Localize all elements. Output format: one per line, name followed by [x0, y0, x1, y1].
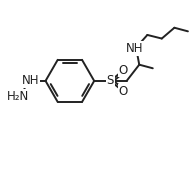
- Text: S: S: [107, 74, 114, 87]
- Text: O: O: [118, 64, 128, 77]
- Text: H₂N: H₂N: [7, 90, 29, 103]
- Text: NH: NH: [126, 42, 143, 55]
- Text: O: O: [118, 85, 128, 98]
- Text: NH: NH: [22, 74, 39, 87]
